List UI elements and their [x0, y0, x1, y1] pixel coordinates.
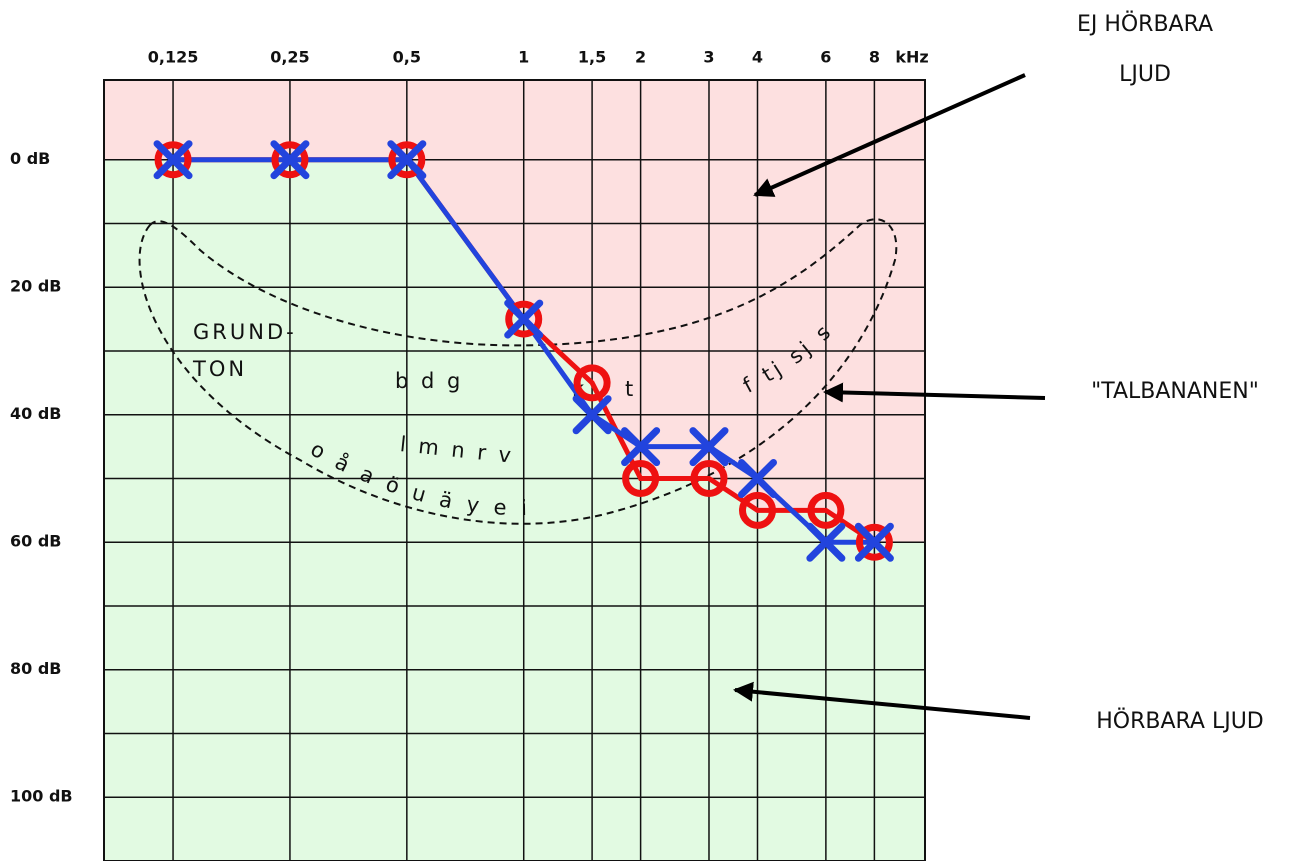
y-tick-label: 0 dB — [10, 149, 50, 168]
x-tick-label: 0,125 — [148, 48, 199, 67]
x-tick-label: 2 — [635, 48, 646, 67]
x-tick-label: 0,5 — [393, 48, 421, 67]
audible-region — [104, 159, 925, 861]
marker-circle — [573, 364, 611, 402]
y-tick-label: 40 dB — [10, 404, 61, 423]
y-tick-label: 20 dB — [10, 277, 61, 296]
plot-frame — [103, 79, 926, 861]
series — [153, 140, 894, 562]
x-tick-label: 1 — [518, 48, 529, 67]
marker-x — [738, 458, 778, 498]
x-tick-label: 4 — [752, 48, 763, 67]
marker-x — [504, 299, 544, 339]
marker-x — [854, 522, 894, 562]
marker-x — [387, 140, 427, 180]
marker-circle — [855, 523, 893, 561]
arrow — [753, 73, 1026, 197]
annotation: LJUD — [1119, 62, 1171, 87]
x-tick-label: 1,5 — [578, 48, 606, 67]
marker-x — [270, 140, 310, 180]
marker-circle — [690, 459, 728, 497]
annotation: EJ HÖRBARA — [1077, 11, 1213, 37]
annotation: TON — [192, 357, 247, 381]
x-tick-label: 8 — [869, 48, 880, 67]
marker-circle — [505, 300, 543, 338]
marker-x — [689, 427, 729, 467]
grid: 0,125 0,25 0,5 1 1,5 2 3 4 6 8 kHz 0 dB 20 dB 40 dB 60… — [10, 48, 929, 861]
y-tick-label: 100 dB — [10, 787, 73, 806]
background — [104, 80, 925, 861]
x-tick-label: 3 — [703, 48, 714, 67]
arrow — [823, 382, 1046, 403]
marker-x — [572, 395, 612, 435]
annotation: b d g — [395, 369, 463, 393]
marker-circle — [622, 459, 660, 497]
marker-x — [153, 140, 193, 180]
x-axis-label: kHz — [895, 48, 928, 67]
annotation: t — [625, 377, 636, 401]
marker-circle — [807, 491, 845, 529]
y-tick-label: 80 dB — [10, 659, 61, 678]
marker-x — [621, 427, 661, 467]
series-line — [173, 157, 875, 545]
marker-circle — [271, 141, 309, 179]
speech-banana — [138, 218, 898, 525]
annotation: GRUND- — [193, 320, 297, 344]
marker-circle — [739, 491, 777, 529]
annotation: "TALBANANEN" — [1091, 379, 1259, 404]
marker-x — [806, 522, 846, 562]
annotation: HÖRBARA LJUD — [1096, 708, 1264, 734]
x-tick-label: 6 — [820, 48, 831, 67]
marker-circle — [388, 141, 426, 179]
x-tick-label: 0,25 — [270, 48, 309, 67]
arrow — [733, 681, 1031, 720]
marker-circle — [154, 141, 192, 179]
y-tick-label: 60 dB — [10, 532, 61, 551]
